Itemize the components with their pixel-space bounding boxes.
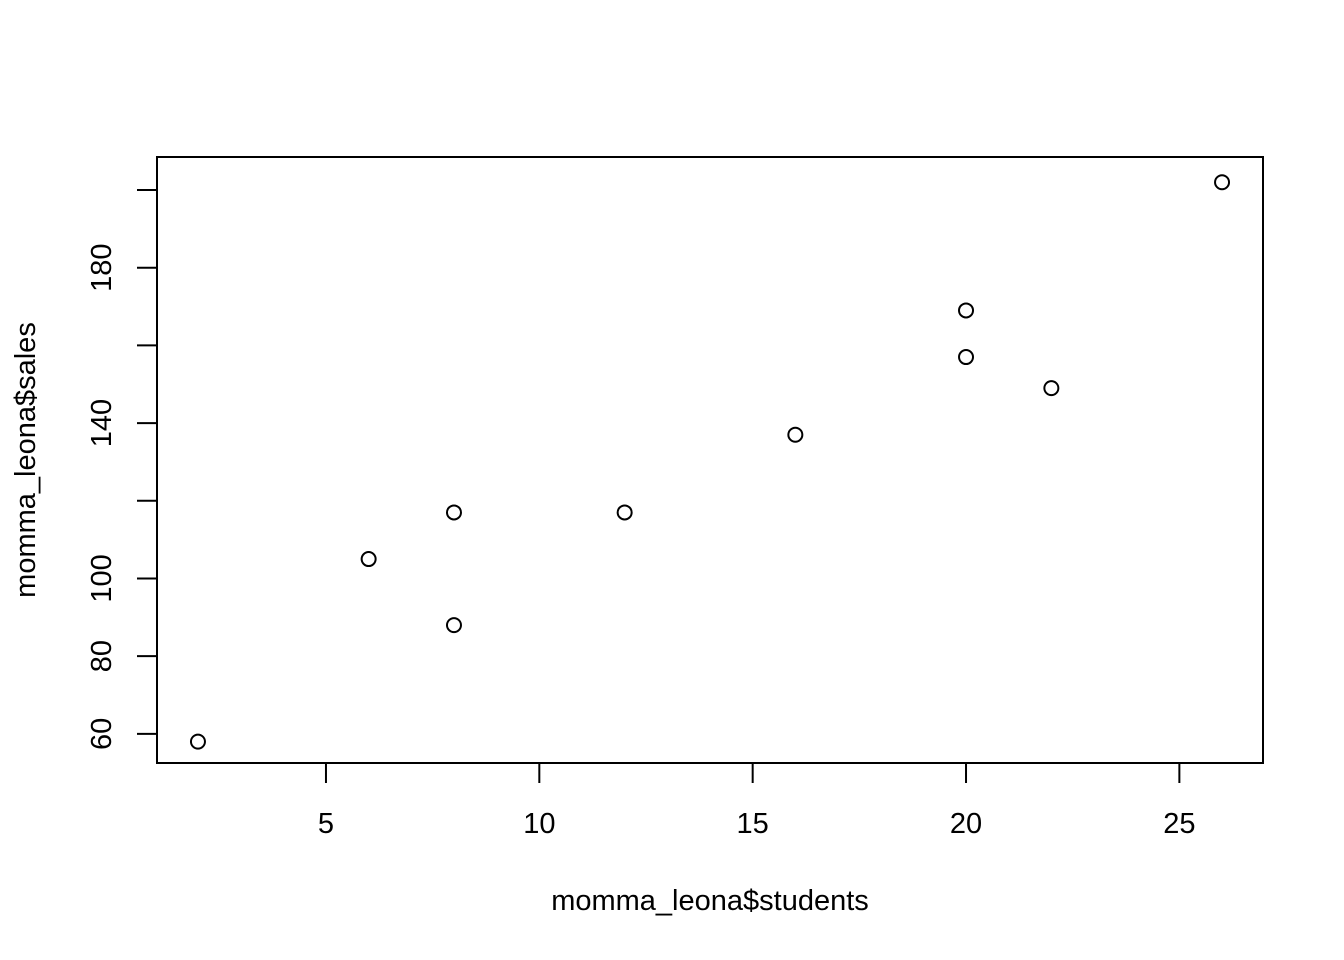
x-tick-label: 15 bbox=[737, 808, 769, 840]
data-point bbox=[445, 504, 462, 521]
y-tick-label: 100 bbox=[86, 554, 118, 602]
data-point bbox=[958, 349, 975, 366]
data-point bbox=[1214, 174, 1231, 191]
y-tick-label: 80 bbox=[86, 640, 118, 672]
data-point bbox=[360, 551, 377, 568]
x-axis-title: momma_leona$students bbox=[551, 885, 869, 917]
y-axis-title: momma_leona$sales bbox=[10, 322, 42, 598]
y-tick-label: 140 bbox=[86, 399, 118, 447]
x-tick-label: 20 bbox=[950, 808, 982, 840]
y-axis: 60 80 100 140 180 bbox=[86, 189, 158, 750]
x-tick-label: 5 bbox=[318, 808, 334, 840]
y-tick-label: 60 bbox=[86, 718, 118, 750]
data-points bbox=[189, 174, 1231, 750]
data-point bbox=[445, 617, 462, 634]
data-point bbox=[958, 302, 975, 319]
data-point bbox=[189, 733, 206, 750]
x-axis: 5 10 15 20 25 bbox=[318, 762, 1196, 840]
data-point bbox=[1043, 380, 1060, 397]
plot-frame bbox=[156, 156, 1264, 764]
x-tick-label: 10 bbox=[523, 808, 555, 840]
x-tick-label: 25 bbox=[1163, 808, 1195, 840]
y-tick-label: 180 bbox=[86, 244, 118, 292]
data-point bbox=[787, 426, 804, 443]
data-point bbox=[616, 504, 633, 521]
